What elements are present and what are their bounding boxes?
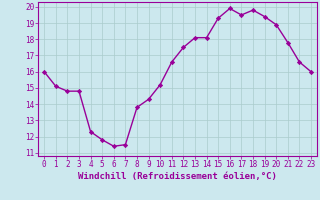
X-axis label: Windchill (Refroidissement éolien,°C): Windchill (Refroidissement éolien,°C) (78, 172, 277, 181)
